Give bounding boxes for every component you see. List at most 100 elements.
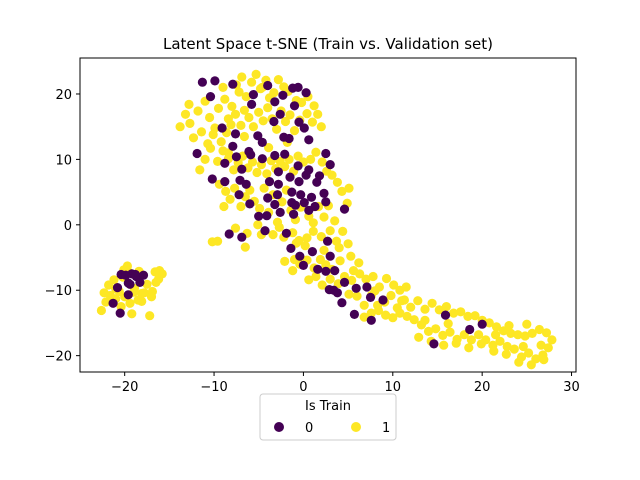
scatter-point-0 (270, 150, 280, 161)
scatter-point-0 (217, 123, 227, 133)
scatter-point-1 (145, 311, 155, 321)
scatter-point-0 (228, 141, 238, 151)
scatter-point-1 (388, 313, 398, 323)
scatter-point-0 (248, 90, 258, 100)
scatter-point-1 (338, 226, 348, 236)
scatter-point-0 (298, 260, 308, 270)
scatter-point-1 (188, 133, 199, 143)
scatter-point-1 (307, 117, 317, 127)
scatter-point-1 (289, 126, 300, 136)
scatter-point-0 (289, 101, 300, 111)
scatter-point-1 (395, 308, 405, 318)
scatter-point-0 (285, 172, 295, 182)
scatter-point-0 (294, 177, 304, 187)
scatter-point-1 (354, 258, 364, 268)
scatter-point-1 (325, 226, 335, 236)
scatter-point-1 (347, 275, 357, 285)
scatter-point-1 (175, 122, 185, 132)
scatter-point-1 (441, 302, 451, 312)
scatter-point-1 (304, 275, 314, 285)
scatter-point-1 (274, 222, 284, 232)
scatter-point-1 (330, 216, 340, 226)
scatter-point-1 (316, 232, 326, 242)
scatter-point-1 (518, 341, 528, 352)
scatter-point-0 (293, 161, 303, 171)
scatter-point-0 (270, 199, 280, 210)
scatter-point-0 (378, 295, 388, 305)
scatter-point-0 (257, 137, 267, 147)
scatter-point-1 (402, 311, 412, 321)
x-tick-label: 0 (299, 380, 307, 395)
scatter-point-1 (280, 162, 290, 172)
scatter-point-0 (269, 116, 279, 127)
scatter-point-1 (520, 331, 530, 341)
scatter-point-1 (352, 291, 362, 301)
scatter-point-0 (245, 199, 255, 209)
scatter-point-1 (327, 170, 337, 180)
scatter-point-1 (423, 326, 434, 336)
scatter-point-1 (502, 341, 512, 352)
scatter-point-1 (464, 343, 474, 353)
scatter-point-1 (230, 183, 240, 193)
scatter-point-1 (230, 223, 241, 233)
scatter-point-1 (513, 330, 523, 340)
scatter-point-0 (293, 82, 303, 92)
scatter-point-1 (443, 319, 453, 329)
y-tick-label: −10 (45, 284, 72, 299)
scatter-point-1 (431, 324, 441, 334)
scatter-point-0 (351, 283, 361, 293)
scatter-point-1 (491, 322, 502, 332)
scatter-point-1 (361, 274, 371, 284)
scatter-point-1 (506, 328, 516, 338)
scatter-point-0 (263, 193, 273, 203)
scatter-point-1 (414, 332, 424, 342)
scatter-point-1 (244, 112, 254, 123)
legend-label-1: 1 (382, 421, 390, 436)
scatter-point-0 (278, 90, 288, 100)
scatter-point-1 (262, 169, 272, 179)
scatter-point-1 (344, 289, 354, 299)
scatter-point-1 (346, 251, 356, 261)
scatter-point-1 (484, 318, 494, 328)
scatter-point-1 (239, 105, 249, 115)
scatter-point-0 (296, 190, 306, 200)
legend-box (259, 393, 397, 441)
scatter-point-0 (306, 192, 317, 202)
scatter-point-1 (386, 290, 396, 301)
scatter-point-0 (325, 160, 335, 170)
scatter-point-1 (501, 349, 511, 359)
scatter-point-0 (273, 167, 283, 177)
scatter-point-1 (308, 218, 318, 228)
legend-title: Is Train (305, 399, 351, 414)
scatter-point-1 (489, 346, 499, 356)
scatter-point-1 (420, 304, 430, 314)
scatter-point-1 (254, 107, 264, 117)
scatter-point-0 (192, 148, 202, 159)
y-axis: −20 −10 0 10 20 (45, 88, 80, 365)
scatter-point-1 (539, 355, 549, 365)
scatter-point-0 (220, 177, 230, 187)
scatter-point-0 (339, 277, 350, 287)
scatter-point-1 (127, 309, 137, 319)
scatter-point-0 (220, 158, 230, 168)
scatter-point-1 (534, 324, 545, 335)
scatter-point-1 (319, 212, 329, 222)
scatter-point-0 (237, 232, 247, 242)
scatter-point-0 (299, 198, 309, 208)
x-tick-label: 10 (385, 380, 402, 395)
scatter-point-1 (413, 296, 423, 306)
scatter-point-1 (466, 335, 476, 345)
scatter-point-1 (381, 273, 392, 284)
scatter-point-1 (240, 242, 250, 252)
plot-frame (79, 57, 577, 373)
scatter-point-1 (359, 300, 369, 310)
scatter-point-1 (184, 99, 194, 109)
scatter-point-1 (366, 308, 376, 318)
scatter-point-1 (445, 327, 455, 337)
scatter-point-1 (96, 305, 106, 316)
scatter-point-1 (344, 183, 354, 193)
scatter-point-1 (332, 177, 342, 187)
scatter-point-0 (295, 251, 305, 261)
scatter-point-1 (205, 112, 215, 123)
